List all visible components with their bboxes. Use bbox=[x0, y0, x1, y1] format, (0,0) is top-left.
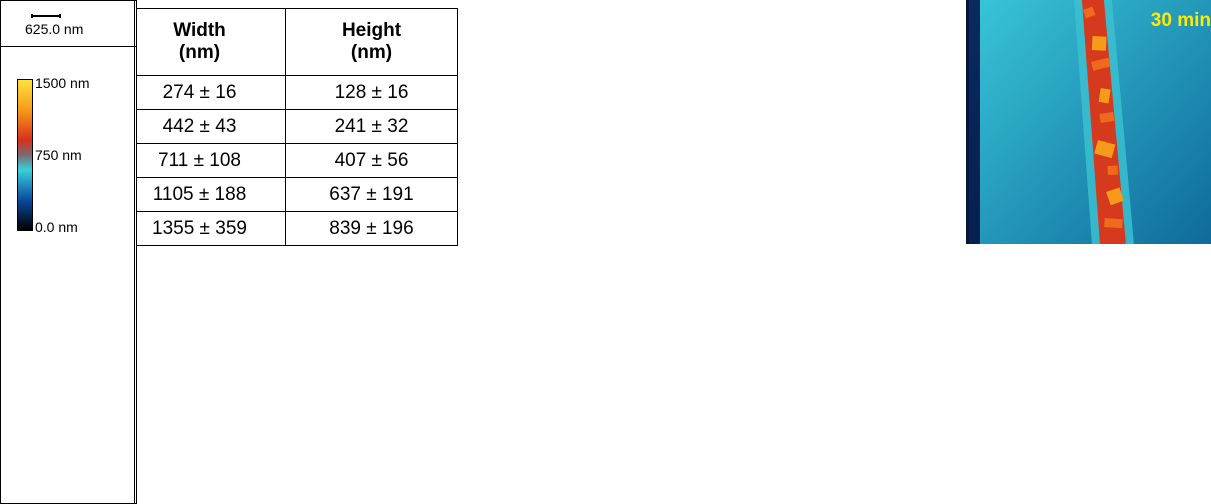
table-cell: 128 ± 16 bbox=[286, 76, 458, 110]
page: Time(min)Width(nm)Height(nm) 0.5274 ± 16… bbox=[0, 0, 1211, 504]
scale-bar-line bbox=[33, 15, 59, 17]
table-cell: 839 ± 196 bbox=[286, 212, 458, 246]
scale-bar-label: 625.0 nm bbox=[25, 21, 83, 37]
divider bbox=[1, 46, 134, 47]
afm-image: 30 min bbox=[980, 0, 1211, 504]
legend: 625.0 nm 1500 nm 750 nm 0.0 nm bbox=[0, 0, 135, 504]
afm-image-graphic bbox=[980, 0, 1211, 244]
header-cell: Width(nm) bbox=[114, 9, 286, 76]
table-cell: 442 ± 43 bbox=[114, 110, 286, 144]
color-bar-label: 1500 nm bbox=[35, 75, 89, 91]
crystal bbox=[1108, 166, 1118, 175]
table-cell: 407 ± 56 bbox=[286, 144, 458, 178]
color-bar-label: 750 nm bbox=[35, 147, 82, 163]
header-line: Width bbox=[114, 20, 285, 42]
header-line: (nm) bbox=[286, 42, 457, 64]
table-cell: 241 ± 32 bbox=[286, 110, 458, 144]
header-line: (nm) bbox=[114, 42, 285, 64]
scale-bar bbox=[31, 14, 61, 18]
table-cell: 711 ± 108 bbox=[114, 144, 286, 178]
crystal bbox=[1104, 218, 1123, 228]
time-label: 30 min bbox=[1151, 10, 1211, 32]
header-cell: Height(nm) bbox=[286, 9, 458, 76]
header-line: Height bbox=[286, 20, 457, 42]
crystal bbox=[1092, 36, 1107, 51]
table-cell: 1105 ± 188 bbox=[114, 178, 286, 212]
color-bar-label: 0.0 nm bbox=[35, 219, 78, 235]
color-bar bbox=[17, 79, 33, 231]
table-cell: 637 ± 191 bbox=[286, 178, 458, 212]
table-cell: 274 ± 16 bbox=[114, 76, 286, 110]
table-cell: 1355 ± 359 bbox=[114, 212, 286, 246]
